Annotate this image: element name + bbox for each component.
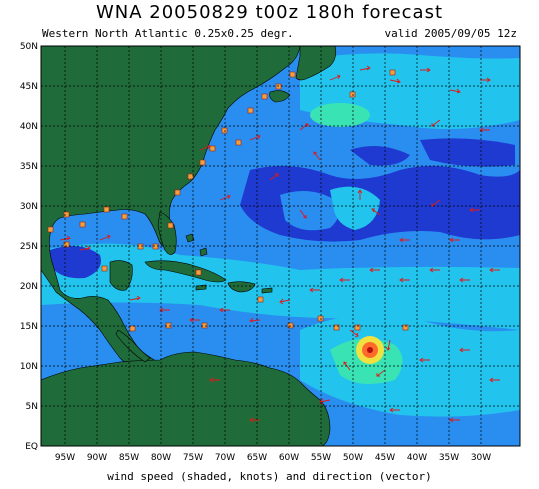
station-markers (47, 69, 409, 332)
longitude-labels: 95W 90W 85W 80W 75W 70W 65W 60W 55W 50W … (55, 453, 491, 463)
lon-label: 65W (247, 453, 267, 463)
lon-label: 45W (375, 453, 395, 463)
latitude-labels: 50N 45N 40N 35N 30N 25N 20N 15N 10N 5N E… (20, 42, 38, 452)
lon-label: 30W (471, 453, 491, 463)
lat-label: 20N (20, 282, 38, 292)
lon-label: 40W (407, 453, 427, 463)
lon-label: 70W (215, 453, 235, 463)
lon-label: 75W (183, 453, 203, 463)
lat-label: EQ (25, 442, 38, 452)
legend-caption: wind speed (shaded, knots) and direction… (107, 470, 432, 483)
lon-label: 95W (55, 453, 75, 463)
map-frame (40, 45, 521, 447)
lon-label: 50W (343, 453, 363, 463)
land (41, 46, 337, 446)
lat-label: 50N (20, 42, 38, 52)
lat-label: 45N (20, 82, 38, 92)
valid-time-label: valid 2005/09/05 12z (384, 27, 517, 40)
wind-vectors (59, 65, 500, 423)
lat-label: 5N (26, 402, 38, 412)
lat-label: 15N (20, 322, 38, 332)
map-title: WNA 20050829 t00z 180h forecast (95, 2, 444, 23)
lat-label: 10N (20, 362, 38, 372)
region-label: Western North Atlantic 0.25x0.25 degr. (42, 27, 294, 40)
lat-label: 35N (20, 162, 38, 172)
lon-label: 35W (439, 453, 459, 463)
lon-label: 85W (119, 453, 139, 463)
lon-label: 90W (87, 453, 107, 463)
lat-lon-grid (41, 46, 520, 446)
lat-label: 25N (20, 242, 38, 252)
lon-label: 60W (279, 453, 299, 463)
lat-label: 30N (20, 202, 38, 212)
lon-label: 55W (311, 453, 331, 463)
lat-label: 40N (20, 122, 38, 132)
lon-label: 80W (151, 453, 171, 463)
